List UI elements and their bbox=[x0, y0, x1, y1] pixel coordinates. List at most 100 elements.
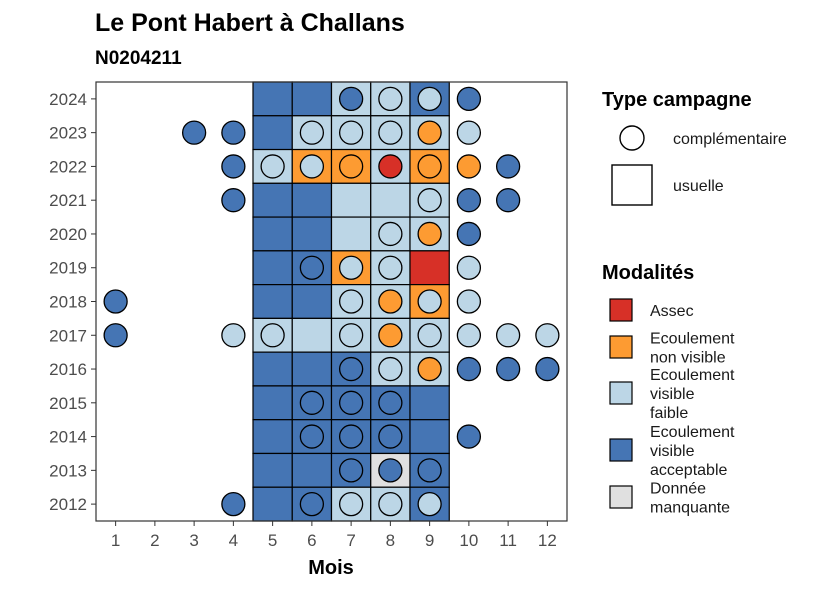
point-2017-9 bbox=[417, 323, 442, 348]
legend-swatch-V bbox=[609, 438, 633, 462]
tile-2020-6 bbox=[291, 216, 333, 252]
complementaire-points bbox=[103, 86, 560, 517]
tile-2015-5 bbox=[252, 385, 293, 421]
point-2023-10 bbox=[456, 120, 482, 145]
point-2019-7 bbox=[338, 255, 364, 280]
y-tick-label-2013: 2013 bbox=[49, 461, 87, 480]
point-2023-3 bbox=[181, 120, 207, 145]
point-2013-7 bbox=[338, 458, 364, 483]
y-tick-label-2024: 2024 bbox=[49, 90, 87, 109]
point-2018-1 bbox=[103, 289, 128, 314]
y-tick-label-2023: 2023 bbox=[49, 124, 87, 143]
point-2018-7 bbox=[338, 289, 364, 314]
tile-2019-9 bbox=[409, 250, 450, 286]
legend-type-title: Type campagne bbox=[602, 89, 752, 111]
legend-key-complementaire bbox=[619, 125, 645, 151]
tile-2021-7 bbox=[330, 182, 372, 218]
x-tick-label-2: 2 bbox=[150, 531, 159, 550]
point-2012-7 bbox=[338, 491, 364, 517]
point-2022-7 bbox=[338, 154, 364, 179]
legend-mod-label-V: Ecoulement visible acceptable bbox=[650, 424, 735, 479]
point-2017-5 bbox=[260, 323, 285, 348]
legend-key-usuelle bbox=[611, 164, 653, 206]
tile-2023-5 bbox=[252, 115, 293, 151]
legend-label-usuelle: usuelle bbox=[673, 178, 724, 195]
point-2023-6 bbox=[299, 120, 325, 145]
point-2013-9 bbox=[417, 458, 442, 483]
point-2024-7 bbox=[338, 86, 364, 112]
point-2018-8 bbox=[378, 289, 403, 314]
tile-2021-6 bbox=[291, 182, 333, 218]
x-axis-title: Mois bbox=[308, 557, 354, 579]
point-2018-9 bbox=[417, 289, 442, 314]
point-2017-4 bbox=[221, 323, 246, 348]
point-2019-10 bbox=[456, 255, 482, 280]
point-2014-8 bbox=[378, 424, 403, 449]
tile-2016-5 bbox=[252, 351, 293, 387]
x-tick-label-7: 7 bbox=[346, 531, 355, 550]
legend-type-campagne: Type campagne complémentaire usuelle bbox=[602, 89, 787, 206]
point-2016-10 bbox=[456, 356, 482, 382]
usuelle-tiles bbox=[252, 81, 450, 522]
point-2022-5 bbox=[260, 154, 285, 179]
y-tick-label-2019: 2019 bbox=[49, 259, 87, 278]
point-2020-9 bbox=[417, 221, 442, 247]
point-2012-6 bbox=[299, 491, 325, 517]
point-2019-8 bbox=[378, 255, 403, 280]
y-tick-label-2014: 2014 bbox=[49, 428, 87, 447]
y-tick-label-2021: 2021 bbox=[49, 191, 87, 210]
point-2019-6 bbox=[299, 255, 325, 280]
y-tick-label-2022: 2022 bbox=[49, 157, 87, 176]
point-2014-6 bbox=[299, 424, 325, 449]
tile-2024-6 bbox=[291, 81, 333, 117]
point-2017-1 bbox=[103, 323, 128, 348]
y-tick-label-2015: 2015 bbox=[49, 394, 87, 413]
point-2024-9 bbox=[417, 86, 442, 112]
y-tick-label-2020: 2020 bbox=[49, 225, 87, 244]
point-2016-7 bbox=[338, 356, 364, 382]
point-2015-8 bbox=[378, 390, 403, 415]
point-2014-10 bbox=[456, 424, 482, 449]
point-2016-9 bbox=[417, 356, 442, 382]
x-tick-label-9: 9 bbox=[425, 531, 434, 550]
chart-subtitle: N0204211 bbox=[95, 48, 182, 69]
point-2016-11 bbox=[495, 356, 521, 382]
x-tick-label-1: 1 bbox=[111, 531, 120, 550]
point-2023-4 bbox=[221, 120, 246, 145]
legend-swatch-A bbox=[609, 298, 633, 322]
tile-2013-5 bbox=[252, 452, 293, 488]
point-2023-7 bbox=[338, 120, 364, 145]
tile-2017-6 bbox=[291, 317, 333, 353]
tile-2013-6 bbox=[291, 452, 333, 488]
point-2017-7 bbox=[338, 323, 364, 348]
point-2021-10 bbox=[456, 188, 482, 213]
point-2017-8 bbox=[378, 323, 403, 348]
tile-2015-9 bbox=[409, 385, 450, 421]
point-2022-9 bbox=[417, 154, 442, 179]
point-2021-9 bbox=[417, 188, 442, 213]
point-2018-10 bbox=[456, 289, 482, 314]
y-axis: 2012 2013 2014 2015 2016 2017 2018 2019 2020 2021… bbox=[49, 90, 96, 514]
x-tick-label-10: 10 bbox=[459, 531, 478, 550]
tile-2020-7 bbox=[330, 216, 372, 252]
tile-2021-8 bbox=[370, 182, 411, 218]
tile-2018-6 bbox=[291, 284, 333, 319]
point-2022-10 bbox=[456, 154, 482, 179]
point-2012-4 bbox=[221, 491, 246, 517]
x-tick-label-4: 4 bbox=[229, 531, 238, 550]
point-2017-11 bbox=[495, 323, 521, 348]
tile-2020-5 bbox=[252, 216, 293, 252]
y-tick-label-2018: 2018 bbox=[49, 293, 87, 312]
tile-2014-5 bbox=[252, 419, 293, 455]
x-tick-label-5: 5 bbox=[268, 531, 277, 550]
point-2020-8 bbox=[378, 221, 403, 247]
point-2022-8 bbox=[378, 154, 403, 179]
point-2024-8 bbox=[378, 86, 403, 112]
tile-2018-5 bbox=[252, 284, 293, 319]
point-2021-11 bbox=[495, 188, 521, 213]
point-2020-10 bbox=[456, 221, 482, 247]
point-2012-8 bbox=[378, 491, 403, 517]
tile-2016-6 bbox=[291, 351, 333, 387]
point-2023-8 bbox=[378, 120, 403, 145]
